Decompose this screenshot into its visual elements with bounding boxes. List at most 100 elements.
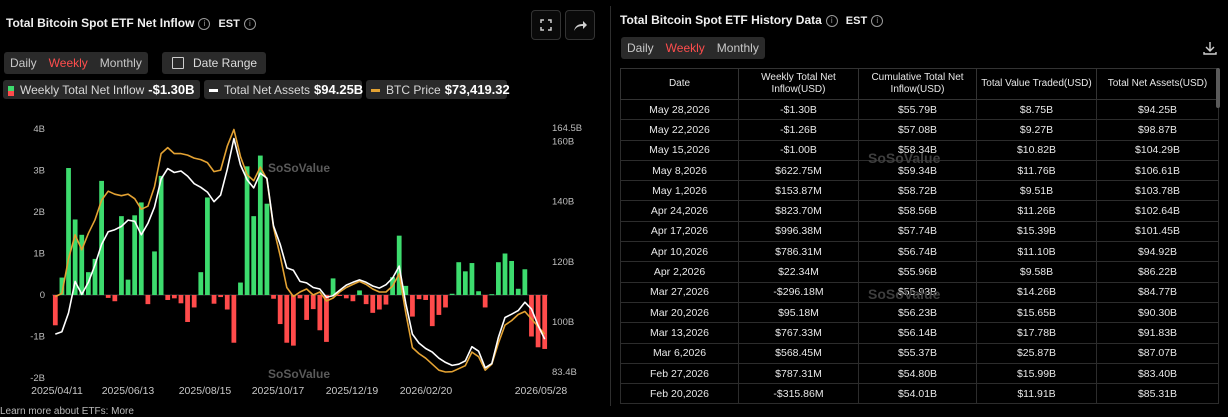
share-button[interactable] (565, 10, 595, 40)
download-icon[interactable] (1202, 40, 1218, 56)
timezone-info-icon[interactable]: i (243, 17, 256, 30)
inflow-bar[interactable] (436, 295, 442, 315)
footer-note[interactable]: Learn more about ETFs: More (0, 406, 134, 417)
inflow-bar[interactable] (198, 272, 204, 295)
inflow-bar[interactable] (52, 295, 58, 326)
inflow-bar[interactable] (462, 271, 468, 295)
inflow-bar[interactable] (443, 295, 448, 308)
inflow-bar[interactable] (350, 295, 356, 302)
inflow-bar[interactable] (79, 234, 85, 295)
info-icon[interactable]: i (825, 14, 838, 27)
inflow-bar[interactable] (158, 175, 164, 295)
inflow-bar[interactable] (410, 295, 415, 317)
inflow-bar[interactable] (343, 295, 349, 299)
tab-monthly[interactable]: Monthly (99, 56, 142, 70)
inflow-bar[interactable] (132, 215, 138, 295)
fullscreen-button[interactable] (531, 10, 561, 40)
date-range-button[interactable]: Date Range (162, 52, 266, 74)
inflow-bar[interactable] (535, 295, 541, 348)
tab-daily[interactable]: Daily (10, 56, 37, 70)
inflow-bar[interactable] (251, 216, 257, 295)
inflow-bar[interactable] (264, 203, 270, 295)
table-row[interactable]: Feb 27,2026 $787.31M $54.80B $15.99B $83.40B (620, 362, 1219, 385)
inflow-bar[interactable] (224, 295, 230, 310)
col-date[interactable]: Date (620, 68, 739, 100)
col-value-traded[interactable]: Total Value Traded(USD) (976, 68, 1097, 100)
table-row[interactable]: Feb 20,2026 -$315.86M $54.01B $11.91B $85.31… (620, 383, 1219, 405)
inflow-bar[interactable] (238, 282, 243, 295)
inflow-bar[interactable] (125, 279, 131, 295)
inflow-bar[interactable] (509, 260, 515, 295)
inflow-bar[interactable] (185, 295, 190, 322)
inflow-bar[interactable] (489, 294, 495, 296)
table-row[interactable]: Apr 10,2026 $786.31M $56.74B $11.10B $94.92B (620, 241, 1219, 263)
inflow-bar[interactable] (496, 262, 501, 295)
inflow-bar[interactable] (456, 262, 462, 295)
col-cumulative-inflow[interactable]: Cumulative Total Net Inflow(USD) (858, 68, 977, 100)
btc-price-line[interactable] (54, 128, 546, 373)
inflow-bar[interactable] (542, 295, 548, 349)
inflow-bar[interactable] (72, 219, 78, 295)
table-row[interactable]: Mar 20,2026 $95.18M $56.23B $15.65B $90.30B (620, 301, 1219, 324)
inflow-bar[interactable] (244, 166, 250, 295)
inflow-bar[interactable] (191, 295, 197, 308)
table-row[interactable]: Apr 17,2026 $996.38M $57.74B $15.39B $101.45… (620, 220, 1219, 243)
inflow-bar[interactable] (218, 295, 224, 298)
inflow-bar[interactable] (310, 295, 316, 310)
tab-monthly[interactable]: Monthly (716, 41, 759, 55)
inflow-bar[interactable] (205, 197, 210, 295)
inflow-bar[interactable] (99, 180, 104, 296)
table-row[interactable]: May 15,2026 -$1.00B $58.34B $10.82B $104.29B (620, 139, 1219, 161)
legend-btc-price[interactable]: BTC Price $73,419.32 (366, 80, 510, 99)
inflow-bar[interactable] (171, 295, 177, 299)
legend-net-assets[interactable]: Total Net Assets $94.25B (204, 80, 363, 99)
table-row[interactable]: May 1,2026 $153.87M $58.72B $9.51B $103.78B (620, 180, 1219, 202)
inflow-bar[interactable] (231, 295, 237, 343)
inflow-bar[interactable] (469, 263, 475, 295)
inflow-bar[interactable] (357, 290, 362, 295)
tab-daily[interactable]: Daily (627, 41, 654, 55)
inflow-bar[interactable] (277, 295, 283, 325)
inflow-bar[interactable] (257, 155, 263, 295)
col-weekly-inflow[interactable]: Weekly Total Net Inflow(USD) (738, 68, 859, 100)
table-scrollbar[interactable] (1216, 68, 1220, 108)
inflow-bar[interactable] (376, 295, 382, 310)
table-row[interactable]: May 8,2026 $622.75M $59.34B $11.76B $106.61B (620, 159, 1219, 182)
inflow-bar[interactable] (284, 295, 290, 343)
inflow-bar[interactable] (370, 295, 376, 313)
inflow-bar[interactable] (145, 295, 151, 305)
inflow-bar[interactable] (522, 269, 528, 295)
inflow-bar[interactable] (482, 295, 488, 308)
table-row[interactable]: Mar 27,2026 -$296.18M $55.93B $14.26B $84.77… (620, 281, 1219, 303)
col-net-assets[interactable]: Total Net Assets(USD) (1096, 68, 1219, 100)
net-assets-line[interactable] (55, 137, 546, 369)
inflow-bar[interactable] (449, 293, 455, 295)
table-row[interactable]: Apr 24,2026 $823.70M $58.56B $11.26B $102.64… (620, 200, 1219, 222)
table-row[interactable]: Mar 13,2026 $767.33M $56.14B $17.78B $91.83B (620, 322, 1219, 344)
inflow-bar[interactable] (337, 295, 343, 296)
inflow-bar[interactable] (429, 295, 435, 327)
inflow-bar[interactable] (304, 295, 309, 320)
inflow-bar[interactable] (423, 295, 429, 300)
inflow-bar[interactable] (403, 285, 409, 295)
inflow-bar[interactable] (330, 278, 336, 295)
inflow-bar[interactable] (529, 295, 534, 337)
table-row[interactable]: Apr 2,2026 $22.34M $55.96B $9.58B $86.22B (620, 261, 1219, 283)
inflow-bar[interactable] (59, 277, 65, 295)
inflow-bar[interactable] (138, 202, 144, 295)
inflow-bar[interactable] (291, 295, 296, 346)
inflow-bar[interactable] (383, 295, 389, 305)
inflow-bar[interactable] (92, 258, 98, 295)
tab-weekly[interactable]: Weekly (48, 56, 88, 70)
timezone-info-icon[interactable]: i (871, 14, 884, 27)
inflow-bar[interactable] (66, 168, 71, 295)
inflow-bar[interactable] (317, 295, 323, 331)
table-row[interactable]: May 28,2026 -$1.30B $55.79B $8.75B $94.25B (620, 98, 1219, 121)
inflow-bar[interactable] (363, 295, 369, 305)
inflow-bar[interactable] (515, 288, 521, 295)
inflow-bar[interactable] (297, 295, 303, 299)
inflow-bar[interactable] (105, 295, 111, 298)
inflow-bar[interactable] (165, 295, 171, 300)
inflow-bar[interactable] (416, 295, 422, 300)
inflow-bar[interactable] (119, 216, 124, 295)
